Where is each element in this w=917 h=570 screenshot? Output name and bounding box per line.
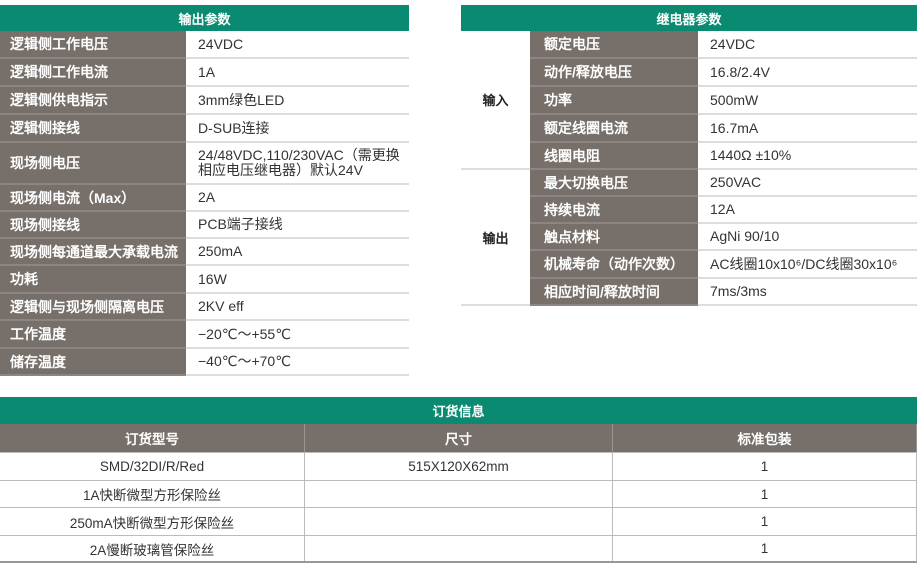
param-value: 16W [198,270,227,287]
param-label: 逻辑侧工作电流 [0,59,186,87]
table-cell: SMD/32DI/R/Red [0,453,305,480]
table-row: 触点材料 AgNi 90/10 [530,224,917,251]
table-row: 250mA快断微型方形保险丝 1 [0,508,917,536]
param-value: AC线圈10x10⁶/DC线圈30x10⁶ [710,255,898,272]
param-value: 16.8/2.4V [710,63,770,80]
param-label: 工作温度 [0,321,186,349]
relay-params-table: 额定电压 24VDC 动作/释放电压 16.8/2.4V 功率 500mW 额定线圈电流 16… [461,31,917,306]
param-value: D-SUB连接 [198,119,270,136]
table-row: 逻辑侧接线 D-SUB连接 [0,115,409,143]
table-cell [305,508,613,535]
param-label: 逻辑侧与现场侧隔离电压 [0,294,186,321]
table-row: 现场侧电压 24/48VDC,110/230VAC（需更换相应电压继电器）默认24… [0,143,409,185]
param-value: 7ms/3ms [710,283,767,299]
table-cell: 1 [613,536,917,561]
table-row: 现场侧每通道最大承载电流 250mA [0,239,409,266]
table-header-row: 订货型号 尺寸 标准包装 [0,424,917,453]
param-label: 相应时间/释放时间 [530,279,698,306]
table-row: 工作温度 −20℃～+55℃ [0,321,409,349]
param-value: 2A [198,189,216,205]
param-label: 额定电压 [530,31,698,59]
order-info-title: 订货信息 [0,397,917,424]
order-info-table: 订货型号 尺寸 标准包装 SMD/32DI/R/Red 515X120X62mm 1 1A快… [0,424,917,563]
table-row: 储存温度 −40℃～+70℃ [0,349,409,376]
table-row: 逻辑侧工作电压 24VDC [0,31,409,59]
param-label: 机械寿命（动作次数） [530,251,698,279]
table-row: 逻辑侧工作电流 1A [0,59,409,87]
table-row: 额定线圈电流 16.7mA [530,115,917,143]
table-row: SMD/32DI/R/Red 515X120X62mm 1 [0,453,917,481]
param-label: 持续电流 [530,197,698,224]
param-value: 24VDC [710,35,756,52]
output-params-title: 输出参数 [0,5,409,31]
param-label: 逻辑侧接线 [0,115,186,143]
param-value: 250mA [198,243,243,259]
param-value: 16.7mA [710,119,759,136]
table-cell [305,536,613,561]
table-row: 额定电压 24VDC [530,31,917,59]
param-label: 线圈电阻 [530,143,698,170]
group-label: 输入 [461,31,530,170]
param-label: 触点材料 [530,224,698,251]
param-value: 12A [710,201,735,217]
table-row: 逻辑侧与现场侧隔离电压 2KV eff [0,294,409,321]
param-label: 最大切换电压 [530,170,698,197]
param-value: 3mm绿色LED [198,91,285,108]
table-cell: 1A快断微型方形保险丝 [0,481,305,507]
table-row: 最大切换电压 250VAC [530,170,917,197]
param-label: 逻辑侧工作电压 [0,31,186,59]
param-value: 1A [198,63,216,80]
param-label: 功耗 [0,266,186,294]
table-cell: 2A慢断玻璃管保险丝 [0,536,305,561]
param-label: 功率 [530,87,698,115]
relay-params-title: 继电器参数 [461,5,917,31]
table-row: 机械寿命（动作次数） AC线圈10x10⁶/DC线圈30x10⁶ [530,251,917,279]
param-value: 24/48VDC,110/230VAC（需更换相应电压继电器）默认24V [198,147,400,178]
group-label: 输出 [461,170,530,306]
param-value: AgNi 90/10 [710,228,780,244]
table-row: 相应时间/释放时间 7ms/3ms [530,279,917,306]
table-cell: 1 [613,453,917,480]
column-header: 订货型号 [0,424,305,452]
table-row: 2A慢断玻璃管保险丝 1 [0,536,917,563]
column-header: 标准包装 [613,424,917,452]
param-label: 储存温度 [0,349,186,376]
table-cell: 250mA快断微型方形保险丝 [0,508,305,535]
table-row: 持续电流 12A [530,197,917,224]
param-label: 现场侧接线 [0,212,186,239]
param-value: PCB端子接线 [198,216,283,232]
table-row: 现场侧电流（Max） 2A [0,185,409,212]
param-label: 额定线圈电流 [530,115,698,143]
table-cell [305,481,613,507]
param-label: 动作/释放电压 [530,59,698,87]
param-value: 2KV eff [198,298,244,314]
output-params-table: 逻辑侧工作电压 24VDC 逻辑侧工作电流 1A 逻辑侧供电指示 3mm绿色LED 逻辑侧接… [0,31,409,376]
table-row: 动作/释放电压 16.8/2.4V [530,59,917,87]
param-value: −40℃～+70℃ [198,353,291,369]
param-label: 现场侧每通道最大承载电流 [0,239,186,266]
param-value: 24VDC [198,35,244,52]
table-row: 1A快断微型方形保险丝 1 [0,481,917,508]
param-label: 现场侧电压 [0,143,186,185]
table-cell: 515X120X62mm [305,453,613,480]
param-label: 现场侧电流（Max） [0,185,186,212]
param-value: 250VAC [710,174,762,190]
table-row: 现场侧接线 PCB端子接线 [0,212,409,239]
table-row: 功耗 16W [0,266,409,294]
param-value: 1440Ω ±10% [710,147,792,163]
table-row: 逻辑侧供电指示 3mm绿色LED [0,87,409,115]
table-row: 线圈电阻 1440Ω ±10% [530,143,917,170]
param-value: 500mW [710,91,759,108]
param-label: 逻辑侧供电指示 [0,87,186,115]
param-value: −20℃～+55℃ [198,325,291,342]
column-header: 尺寸 [305,424,613,452]
table-cell: 1 [613,508,917,535]
table-cell: 1 [613,481,917,507]
table-row: 功率 500mW [530,87,917,115]
